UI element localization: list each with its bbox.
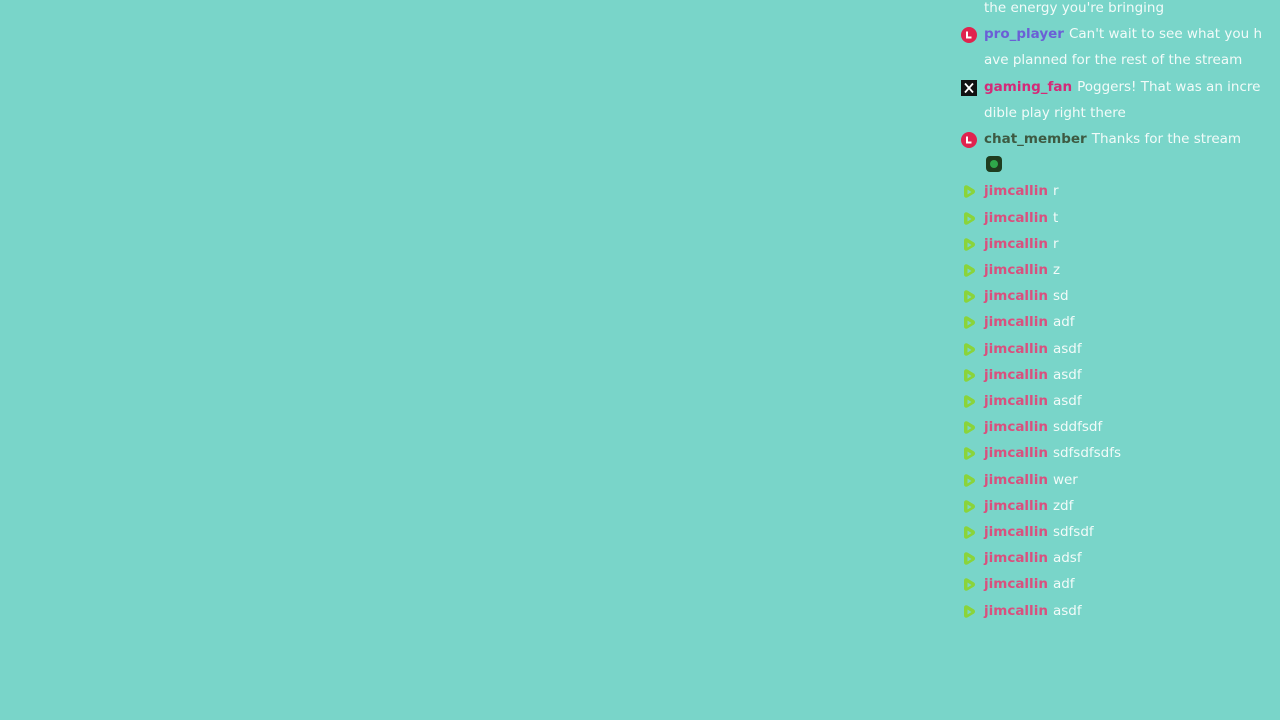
x-badge-icon (961, 79, 977, 96)
chat-message: jimcallin asdf (964, 362, 1266, 388)
chat-message: jimcallin r (964, 231, 1266, 257)
chat-username[interactable]: jimcallin (984, 497, 1048, 514)
chat-message: jimcallin adsf (964, 545, 1266, 571)
chat-message: jimcallin r (964, 178, 1266, 204)
chat-username[interactable]: jimcallin (984, 471, 1048, 488)
chat-username[interactable]: jimcallin (984, 288, 1048, 305)
chat-username[interactable]: jimcallin (984, 366, 1048, 383)
red-l-badge-icon (961, 131, 977, 149)
chat-username[interactable]: jimcallin (984, 550, 1048, 567)
chat-message: jimcallin z (964, 257, 1266, 283)
chat-username[interactable]: jimcallin (984, 314, 1048, 331)
green-play-badge-icon (961, 393, 977, 409)
chat-message-text: adf (1052, 576, 1075, 593)
green-play-badge-icon (961, 183, 977, 199)
chat-message-text: asdf (1052, 340, 1082, 357)
chat-message-text: sdfsdfsdfs (1052, 445, 1122, 462)
chat-message-text: Can't wait to see what you have planned … (984, 26, 1263, 69)
chat-username[interactable]: jimcallin (984, 235, 1048, 252)
chat-message-text: Thanks for the stream (1091, 131, 1242, 148)
chat-username[interactable]: chat_member (984, 131, 1087, 148)
chat-message: the energy you're bringing (984, 0, 1266, 21)
green-play-badge-icon (961, 236, 977, 252)
chat-message-text: asdf (1052, 366, 1082, 383)
chat-message: jimcallin asdf (964, 598, 1266, 624)
green-play-badge-icon (961, 210, 977, 226)
chat-message-text: asdf (1052, 602, 1082, 619)
chat-username[interactable]: jimcallin (984, 576, 1048, 593)
green-play-badge-icon (961, 498, 977, 514)
green-play-badge-icon (961, 419, 977, 435)
chat-username[interactable]: jimcallin (984, 209, 1048, 226)
chat-username[interactable]: jimcallin (984, 602, 1048, 619)
chat-message: jimcallin sdfsdfsdfs (964, 440, 1266, 466)
chat-message: jimcallin sdfsdf (964, 519, 1266, 545)
chat-message-text: r (1052, 235, 1059, 252)
green-play-badge-icon (961, 472, 977, 488)
chat-username[interactable]: jimcallin (984, 262, 1048, 279)
chat-message-text: r (1052, 183, 1059, 200)
chat-message: gaming_fan Poggers! That was an incredibl… (961, 74, 1266, 126)
green-play-badge-icon (961, 341, 977, 357)
chat-username[interactable]: jimcallin (984, 340, 1048, 357)
chat-message-text: sddfsdf (1052, 419, 1103, 436)
green-play-badge-icon (961, 576, 977, 592)
chat-message-text: sdfsdf (1052, 524, 1094, 541)
chat-message: jimcallin sddfsdf (964, 414, 1266, 440)
chat-message: jimcallin adf (964, 571, 1266, 597)
green-creature-emote-icon (986, 156, 1002, 173)
chat-username[interactable]: jimcallin (984, 445, 1048, 462)
chat-message: chat_member Thanks for the stream (961, 126, 1266, 178)
chat-message: pro_player Can't wait to see what you hav… (961, 21, 1266, 73)
green-play-badge-icon (961, 603, 977, 619)
green-play-badge-icon (961, 367, 977, 383)
chat-message-text: adsf (1052, 550, 1082, 567)
chat-username[interactable]: pro_player (984, 26, 1064, 43)
chat-message-text: Poggers! That was an incredible play rig… (984, 78, 1261, 121)
chat-message: jimcallin asdf (964, 388, 1266, 414)
chat-message-text: zdf (1052, 497, 1074, 514)
chat-message: jimcallin adf (964, 309, 1266, 335)
green-play-badge-icon (961, 524, 977, 540)
chat-message: jimcallin asdf (964, 336, 1266, 362)
green-play-badge-icon (961, 550, 977, 566)
chat-message: jimcallin sd (964, 283, 1266, 309)
chat-username[interactable]: jimcallin (984, 183, 1048, 200)
chat-message: jimcallin t (964, 205, 1266, 231)
chat-message-text: adf (1052, 314, 1075, 331)
chat-message-text: sd (1052, 288, 1069, 305)
green-play-badge-icon (961, 314, 977, 330)
green-play-badge-icon (961, 445, 977, 461)
red-l-badge-icon (961, 26, 977, 44)
chat-message-text: the energy you're bringing (984, 0, 1165, 16)
chat-message-text: z (1052, 262, 1061, 279)
chat-username[interactable]: jimcallin (984, 419, 1048, 436)
chat-overlay: the energy you're bringing pro_player Can'… (961, 0, 1266, 624)
chat-message: jimcallin wer (964, 467, 1266, 493)
chat-username[interactable]: gaming_fan (984, 78, 1073, 95)
chat-message-text: asdf (1052, 393, 1082, 410)
chat-username[interactable]: jimcallin (984, 393, 1048, 410)
green-play-badge-icon (961, 288, 977, 304)
green-play-badge-icon (961, 262, 977, 278)
chat-message-text: t (1052, 209, 1059, 226)
chat-username[interactable]: jimcallin (984, 524, 1048, 541)
chat-message: jimcallin zdf (964, 493, 1266, 519)
chat-message-text: wer (1052, 471, 1078, 488)
